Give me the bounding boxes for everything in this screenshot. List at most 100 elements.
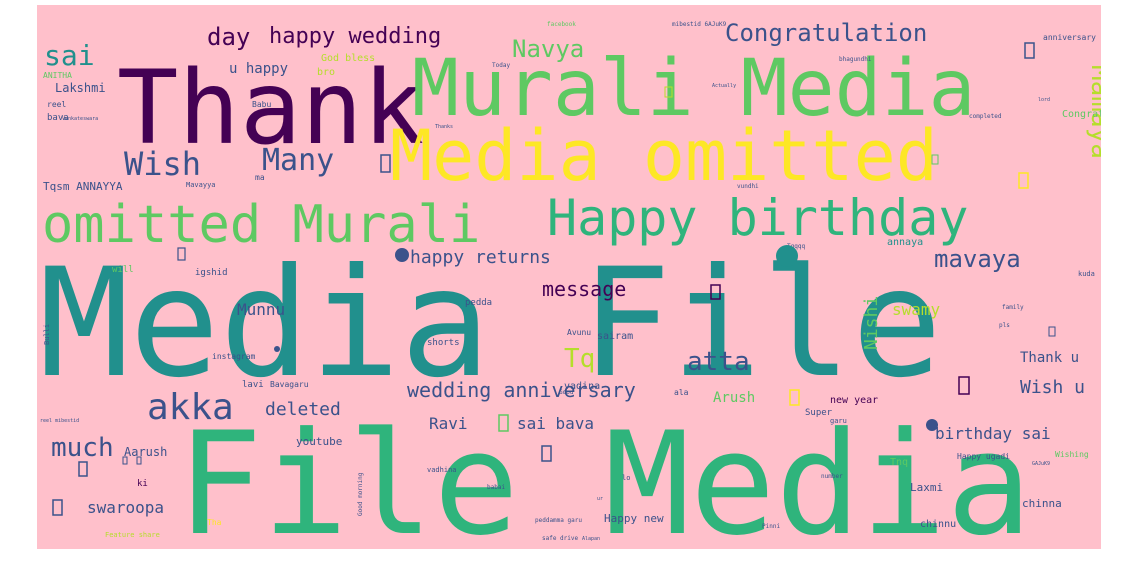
word-deleted: deleted [265, 399, 341, 420]
word-lavi: lavi [242, 380, 264, 390]
word-wish: Wish [124, 145, 201, 183]
word-day: day [207, 23, 250, 51]
word-babai: babai [487, 484, 505, 491]
word-shorts: shorts [427, 338, 460, 348]
word-navya: Navya [512, 35, 584, 63]
missing-glyph-box [541, 445, 552, 462]
word-number: number [821, 473, 843, 480]
word-reel: reel [47, 100, 66, 109]
word-happy-ugadi: Happy ugadi [957, 452, 1010, 461]
word-u-happy: u happy [229, 61, 288, 77]
cloud-dot [274, 346, 280, 352]
word-pedda: pedda [465, 298, 492, 308]
word-tq: Tq [564, 344, 595, 374]
word-alapan: Alapan [582, 536, 600, 542]
word-tha: Tha [207, 518, 222, 527]
word-youtube: youtube [296, 435, 342, 448]
missing-glyph-box [498, 414, 509, 432]
word-ur: ur [597, 496, 603, 502]
missing-glyph-box [958, 376, 970, 395]
word-anniversary-ravi: anniversary Ravi [1043, 33, 1101, 42]
word-family: family [1002, 304, 1024, 311]
missing-glyph-box [710, 284, 721, 300]
word-akka: akka [147, 387, 234, 428]
word-venkateswara: Venkateswara [62, 116, 98, 122]
word-swamy: swamy [892, 300, 941, 319]
word-laxmi: Laxmi [910, 481, 943, 494]
word-birthday-sai: birthday sai [935, 424, 1051, 443]
word-lakshmi: Lakshmi [55, 81, 106, 95]
word-murali-media: Murali Media [412, 44, 976, 134]
word-bro: bro [317, 67, 335, 78]
word-facebook: facebook [547, 21, 576, 28]
word-peddamma-garu: peddamma garu [535, 517, 582, 524]
missing-glyph-box [177, 247, 186, 261]
word-ki: ki [137, 479, 148, 489]
word-ravi: Ravi [429, 414, 468, 433]
word-sai: sai [44, 39, 95, 72]
word-reel-mibestid: reel mibestid [40, 418, 79, 424]
missing-glyph-box [789, 389, 800, 406]
word-vundhi: vundhi [737, 183, 759, 190]
word-aarush: Aarush [124, 445, 167, 459]
word-ma: ma [255, 173, 265, 182]
word-actually: Actually [712, 83, 736, 89]
word-cloud: Media File File Media Thank Murali Media… [37, 5, 1101, 549]
missing-glyph-box [1018, 172, 1029, 189]
word-happy-new: Happy new [604, 512, 664, 525]
word-wish-u: Wish u [1020, 377, 1085, 398]
word-much: much [51, 433, 114, 463]
word-mavaya: mavaya [934, 245, 1021, 273]
word-cloud-background [37, 5, 1101, 549]
word-message: message [542, 277, 626, 301]
word-babu: Babu [252, 100, 271, 109]
word-atta: atta [687, 347, 750, 377]
word-super: Super [805, 408, 833, 418]
word-chinnu: chinnu [920, 519, 956, 530]
word-new-year: new year [830, 395, 878, 406]
word-today: Today [492, 62, 510, 69]
word-good-morning: Good morning [357, 472, 364, 516]
word-congratulation: Congratulation [725, 19, 927, 47]
word-god-bless: God bless [321, 53, 375, 64]
word-sai-bava: sai bava [517, 414, 594, 433]
word-mibestid-6ajuk9: mibestid 6AJuK9 [672, 21, 727, 28]
word-lord: lord [1038, 97, 1050, 103]
word-wedding-anniversary: wedding anniversary [407, 378, 636, 402]
word-instagram: instagram [212, 352, 256, 361]
word-annaya: annaya [887, 237, 923, 248]
word-sairam: sairam [597, 331, 633, 342]
word-thank-u: Thank u [1020, 350, 1079, 366]
word-good: Good [559, 389, 574, 396]
word-arush: Arush [713, 390, 755, 406]
word-completed: completed [969, 113, 1002, 120]
word-garu: garu [830, 417, 847, 425]
word-bava: bava [47, 113, 69, 123]
word-nishi: Nishi [861, 296, 882, 350]
word-thanks: Thanks [435, 124, 453, 130]
word-igshid: igshid [195, 268, 228, 278]
word-will: will [112, 265, 134, 275]
word-happy-wedding: happy wedding [269, 24, 441, 49]
missing-glyph-box [380, 154, 391, 173]
word-kuda: kuda [1078, 270, 1095, 278]
missing-glyph-box [931, 154, 939, 165]
word-gajuk9: GAJuK9 [1032, 461, 1050, 467]
missing-glyph-box [52, 499, 63, 516]
missing-glyph-box [1048, 326, 1056, 337]
word-pinni: Pinni [762, 523, 780, 530]
word-tqqqq: Tqqqq [787, 243, 805, 250]
word-avunu: Avunu [567, 328, 591, 337]
word-file-media: File Media [177, 402, 1032, 549]
missing-glyph-box [664, 86, 673, 98]
word-mamaya: Mamaya [1085, 65, 1101, 159]
cloud-dot [926, 419, 938, 431]
word-cloud-canvas: Media File File Media Thank Murali Media… [37, 5, 1101, 549]
word-tqsm-annayya: Tqsm ANNAYYA [43, 180, 123, 193]
word-happy-returns: happy returns [410, 247, 551, 268]
word-bhagundhi: bhagundhi [839, 56, 872, 63]
word-ala: ala [674, 388, 689, 397]
word-media-omitted: Media omitted [390, 115, 938, 197]
word-congrats: Congrats [1062, 109, 1101, 120]
missing-glyph-box [122, 456, 128, 465]
